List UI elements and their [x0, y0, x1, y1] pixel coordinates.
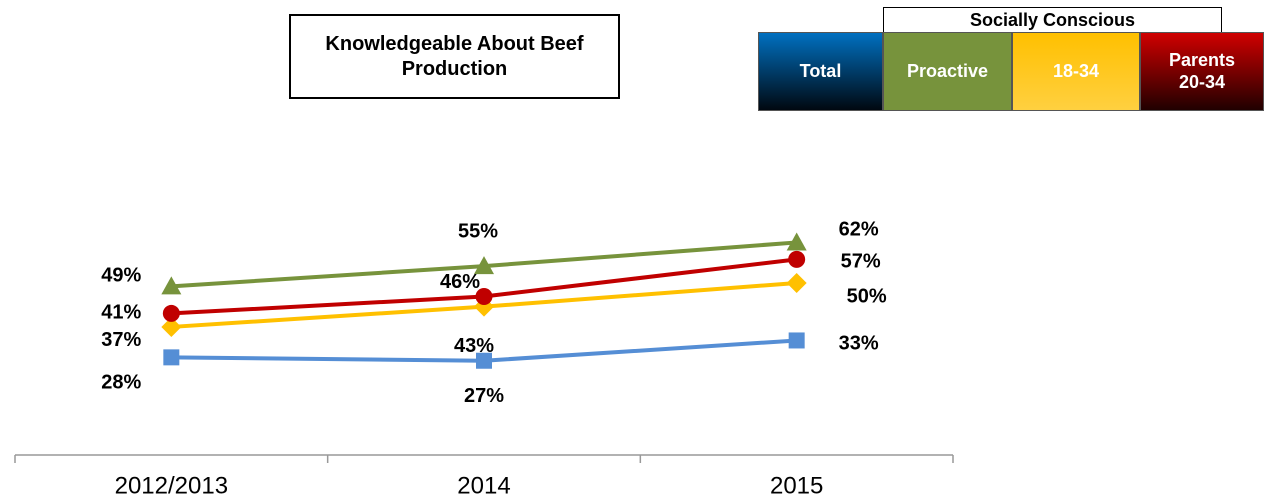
- marker: [476, 352, 492, 369]
- marker: [162, 304, 180, 322]
- data-label: 27%: [464, 385, 504, 407]
- data-label: 33%: [839, 333, 879, 355]
- data-label: 46%: [440, 271, 480, 293]
- legend-entry: Parents 20-34: [1140, 32, 1264, 111]
- marker: [475, 288, 493, 306]
- legend-entry: Proactive: [883, 32, 1012, 111]
- data-label: 43%: [454, 335, 494, 357]
- data-label: 49%: [101, 265, 141, 287]
- data-label: 50%: [847, 285, 887, 307]
- legend-group: Socially Conscious: [883, 7, 1222, 33]
- data-label: 62%: [839, 219, 879, 241]
- marker: [161, 276, 182, 295]
- marker: [474, 256, 494, 275]
- legend-entry: 18-34: [1012, 32, 1140, 111]
- marker: [786, 273, 807, 293]
- data-label: 28%: [101, 372, 141, 394]
- marker: [788, 332, 805, 349]
- x-tick-label: 2015: [770, 472, 823, 499]
- data-label: 41%: [101, 302, 141, 324]
- x-tick-label: 2012/2013: [115, 472, 228, 499]
- marker: [161, 316, 182, 337]
- legend-entry: Total: [758, 32, 883, 111]
- marker: [788, 250, 806, 268]
- data-label: 37%: [101, 329, 141, 351]
- chart-title: Knowledgeable About Beef Production: [289, 14, 620, 99]
- x-tick-label: 2014: [457, 472, 510, 499]
- data-label: 55%: [458, 220, 498, 242]
- marker: [163, 349, 180, 366]
- data-label: 57%: [841, 251, 881, 273]
- marker: [786, 232, 807, 251]
